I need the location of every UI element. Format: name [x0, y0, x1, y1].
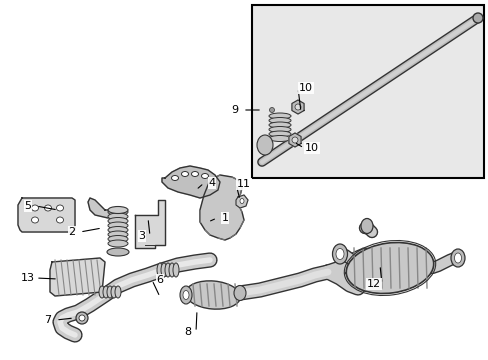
Ellipse shape [360, 219, 372, 234]
Ellipse shape [346, 243, 433, 293]
Ellipse shape [234, 285, 245, 301]
Ellipse shape [108, 222, 128, 229]
Ellipse shape [108, 208, 128, 216]
Ellipse shape [44, 205, 51, 211]
Text: 9: 9 [231, 105, 238, 115]
Ellipse shape [335, 248, 343, 260]
Text: 4: 4 [208, 178, 215, 188]
Ellipse shape [57, 205, 63, 211]
Text: 6: 6 [156, 275, 163, 285]
Ellipse shape [107, 248, 129, 256]
Ellipse shape [157, 263, 163, 277]
Ellipse shape [472, 13, 482, 23]
Ellipse shape [183, 291, 189, 300]
Ellipse shape [99, 286, 105, 298]
Ellipse shape [169, 263, 175, 277]
Ellipse shape [181, 171, 188, 176]
Ellipse shape [240, 198, 244, 203]
Polygon shape [88, 198, 118, 218]
Text: 13: 13 [21, 273, 35, 283]
Ellipse shape [108, 207, 128, 213]
Ellipse shape [191, 171, 198, 176]
Ellipse shape [450, 249, 464, 267]
Ellipse shape [57, 217, 63, 223]
Ellipse shape [108, 235, 128, 243]
Polygon shape [135, 200, 164, 248]
Ellipse shape [268, 117, 290, 123]
Polygon shape [50, 258, 105, 296]
Ellipse shape [103, 286, 109, 298]
Ellipse shape [108, 240, 128, 247]
Ellipse shape [161, 263, 167, 277]
Polygon shape [236, 195, 247, 208]
Ellipse shape [108, 226, 128, 234]
Ellipse shape [201, 174, 208, 179]
Ellipse shape [180, 286, 192, 304]
Ellipse shape [173, 263, 179, 277]
Text: 7: 7 [44, 315, 51, 325]
Ellipse shape [76, 312, 88, 324]
Ellipse shape [294, 104, 301, 110]
Polygon shape [291, 100, 304, 114]
Ellipse shape [31, 217, 39, 223]
Ellipse shape [31, 205, 39, 211]
Polygon shape [18, 198, 75, 232]
Ellipse shape [185, 281, 240, 309]
Ellipse shape [107, 286, 113, 298]
Ellipse shape [453, 253, 461, 263]
Ellipse shape [111, 286, 117, 298]
Ellipse shape [268, 122, 290, 128]
Ellipse shape [268, 131, 290, 137]
Polygon shape [162, 166, 220, 198]
Text: 3: 3 [138, 231, 145, 241]
Ellipse shape [108, 213, 128, 220]
Ellipse shape [171, 175, 178, 180]
Ellipse shape [164, 263, 171, 277]
Ellipse shape [332, 244, 347, 264]
Text: 5: 5 [24, 201, 31, 211]
Ellipse shape [108, 231, 128, 238]
Ellipse shape [79, 315, 85, 321]
Ellipse shape [115, 286, 121, 298]
Text: 12: 12 [366, 279, 380, 289]
Ellipse shape [257, 135, 272, 155]
Ellipse shape [268, 113, 290, 119]
Ellipse shape [269, 108, 274, 112]
Ellipse shape [268, 126, 290, 132]
Ellipse shape [268, 135, 290, 141]
Text: 1: 1 [221, 213, 228, 223]
Bar [251, 5, 483, 178]
Ellipse shape [108, 217, 128, 225]
Polygon shape [200, 175, 244, 240]
Ellipse shape [291, 137, 297, 143]
Text: 10: 10 [298, 83, 312, 93]
Text: 11: 11 [237, 179, 250, 189]
Polygon shape [288, 133, 301, 147]
Text: 2: 2 [68, 227, 76, 237]
Text: 10: 10 [305, 143, 318, 153]
Text: 8: 8 [184, 327, 191, 337]
